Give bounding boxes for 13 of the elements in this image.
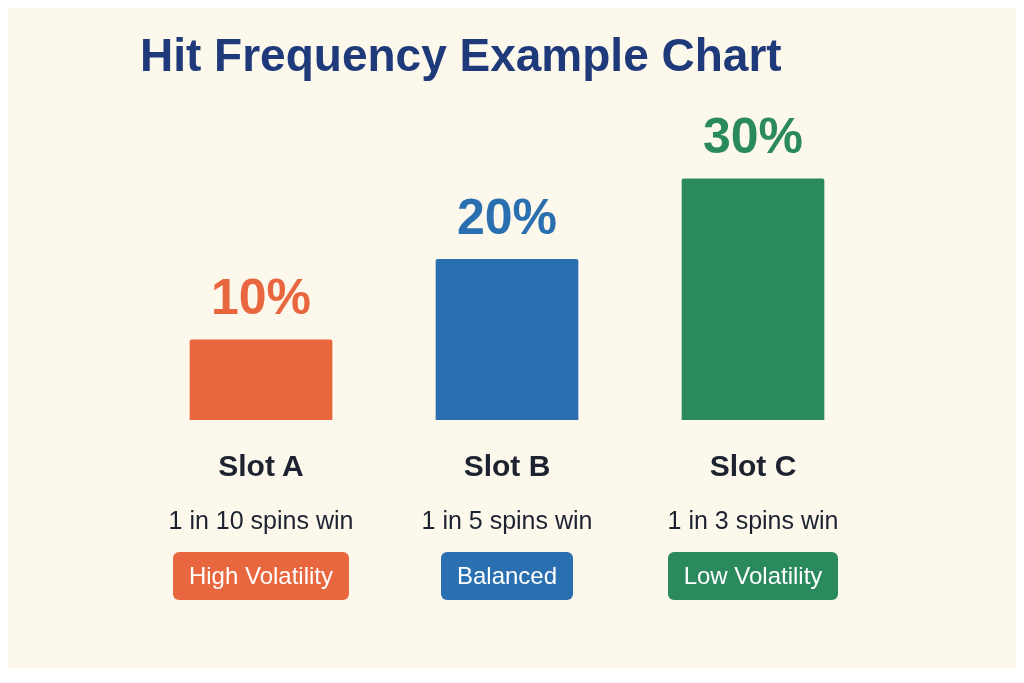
tag-label: High Volatility [172, 552, 350, 600]
chart-title: Hit Frequency Example Chart [140, 28, 782, 82]
text: 1 in 3 spins win [666, 506, 840, 535]
x-tick-label: Slot C [709, 449, 797, 483]
tag-label: Balanced [440, 552, 574, 600]
tag-label: Low Volatility [667, 552, 839, 600]
x-tick-label: Slot A [218, 449, 304, 483]
data-label: 10% [210, 269, 312, 326]
data-label: 30% [702, 108, 804, 165]
text: 1 in 10 spins win [167, 506, 355, 535]
text: 1 in 5 spins win [420, 506, 594, 535]
x-tick-label: Slot B [463, 449, 551, 483]
data-label: 20% [456, 188, 558, 245]
